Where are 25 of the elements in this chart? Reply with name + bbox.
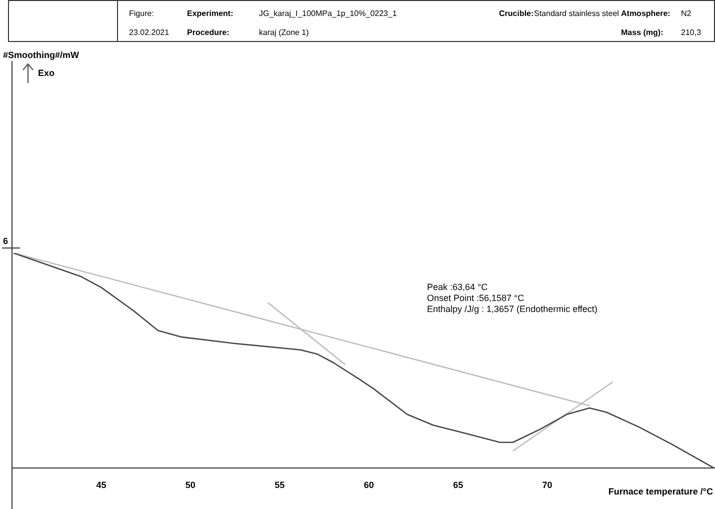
text: Mass (mg):	[621, 28, 664, 37]
x-tick-label: 45	[96, 480, 106, 490]
text: Figure:	[129, 9, 154, 18]
text: Experiment:	[187, 9, 234, 18]
text: Atmosphere:	[621, 9, 670, 18]
text: 23.02.2021	[129, 28, 170, 37]
x-tick-label: 70	[542, 480, 552, 490]
x-tick-label: 65	[453, 480, 464, 490]
text: Exo	[38, 68, 56, 78]
text: N2	[681, 9, 692, 18]
x-tick-label: 50	[185, 480, 196, 490]
text: Procedure:	[187, 28, 230, 37]
annotation: Peak :63,64 °C	[427, 282, 488, 292]
text: 6	[3, 236, 8, 246]
text: Standard stainless steel	[534, 9, 619, 18]
x-tick-label: 55	[274, 480, 285, 490]
text: #Smoothing#/mW	[3, 50, 80, 60]
annotation: Enthalpy /J/g : 1,3657 (Endothermic effect)	[427, 304, 598, 314]
text: 210,3	[681, 28, 702, 37]
text: karaj (Zone 1)	[259, 28, 309, 37]
text: JG_karaj_I_100MPa_1p_10%_0223_1	[259, 9, 397, 18]
text: Crucible:	[499, 9, 534, 18]
x-tick-label: 60	[364, 480, 374, 490]
x-axis-title: Furnace temperature /°C	[608, 486, 714, 497]
annotation: Onset Point :56,1587 °C	[427, 292, 525, 303]
